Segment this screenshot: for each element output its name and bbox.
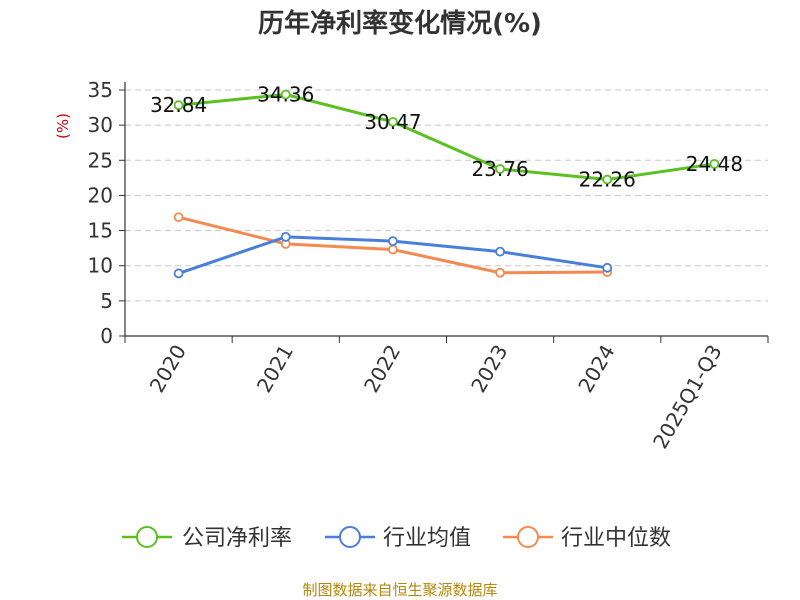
- x-tick-label: 2023: [466, 341, 512, 397]
- data-label: 22.26: [579, 168, 636, 192]
- gridlines: [125, 89, 768, 302]
- data-point: [280, 231, 291, 242]
- y-tick-label: 0: [100, 324, 113, 348]
- data-point: [173, 268, 184, 279]
- x-tick-label: 2020: [145, 341, 191, 397]
- legend[interactable]: 公司净利率 行业均值 行业中位数: [122, 526, 671, 551]
- data-label: 23.76: [471, 157, 528, 181]
- data-point: [280, 89, 291, 100]
- chart-title: 历年净利率变化情况(%): [258, 8, 542, 39]
- y-tick-label: 35: [88, 78, 113, 102]
- x-tick-label: 2022: [359, 341, 405, 397]
- source-note: 制图数据来自恒生聚源数据库: [302, 581, 497, 599]
- series-0: 32.84 34.36 30.47 23.76 22.26 24.48: [150, 82, 743, 191]
- data-point: [709, 159, 720, 169]
- legend-item-2[interactable]: 行业中位数: [503, 526, 671, 551]
- series-layer: 32.84 34.36 30.47 23.76 22.26 24.48: [150, 82, 743, 279]
- data-point: [495, 267, 505, 278]
- data-point: [495, 164, 505, 174]
- x-tick-label: 2021: [252, 341, 298, 397]
- y-tick-label: 20: [88, 183, 113, 207]
- legend-marker: [517, 526, 539, 548]
- data-label: 24.48: [686, 152, 743, 176]
- data-point: [173, 212, 184, 223]
- legend-label: 行业均值: [383, 526, 471, 551]
- data-label: 32.84: [150, 93, 207, 117]
- data-label: 34.36: [257, 82, 314, 106]
- series-line: [178, 92, 715, 182]
- data-point: [388, 236, 398, 247]
- legend-label: 公司净利率: [182, 526, 292, 551]
- legend-item-1[interactable]: 行业均值: [325, 526, 471, 551]
- x-tick-label: 2025Q1-Q3: [648, 341, 727, 453]
- data-label: 30.47: [364, 110, 421, 134]
- y-axis-label: (%): [54, 113, 72, 139]
- data-point: [602, 262, 613, 273]
- data-point: [388, 244, 398, 255]
- data-point: [388, 116, 398, 127]
- x-tick-label: 2024: [573, 341, 619, 397]
- y-tick-label: 25: [88, 148, 113, 172]
- y-tick-label: 10: [88, 254, 113, 278]
- data-point: [173, 100, 184, 111]
- y-tick-label: 15: [88, 219, 113, 243]
- y-tick-label: 30: [88, 113, 113, 137]
- data-point: [602, 174, 613, 185]
- legend-label: 行业中位数: [561, 526, 671, 551]
- data-point: [495, 246, 505, 257]
- legend-marker: [339, 526, 361, 548]
- y-tick-label: 5: [100, 289, 113, 313]
- legend-item-0[interactable]: 公司净利率: [122, 526, 292, 551]
- series-1: [173, 231, 613, 279]
- legend-marker: [136, 526, 158, 548]
